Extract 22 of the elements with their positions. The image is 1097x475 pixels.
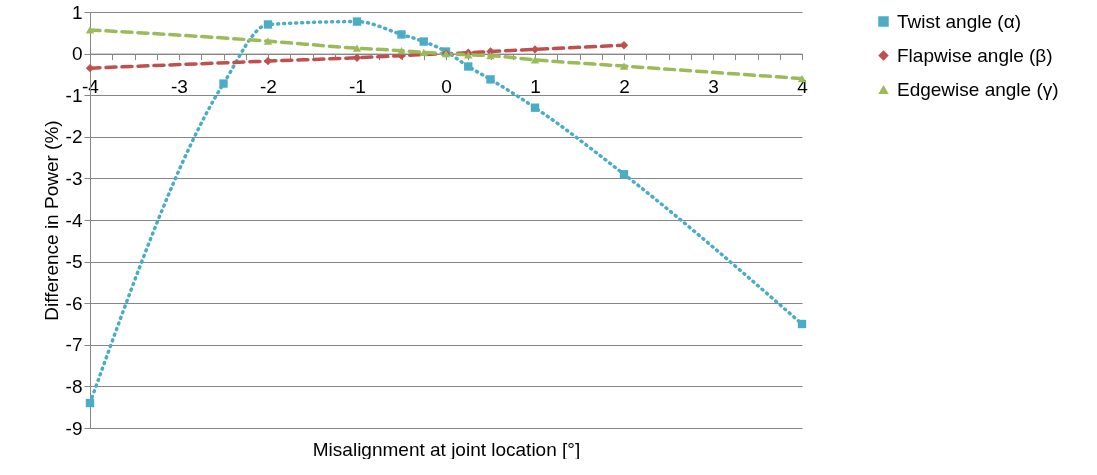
y-tick-label: 1 [71, 1, 83, 23]
legend-label: Twist angle (α) [897, 10, 1021, 32]
y-tick-label: -6 [65, 292, 83, 314]
y-tick-label: -7 [65, 334, 83, 356]
x-tick-label: -1 [349, 76, 366, 98]
x-tick-label: 2 [619, 76, 630, 98]
y-tick-label: -3 [65, 167, 83, 189]
x-tick-label: -2 [260, 76, 277, 98]
x-tick-label: -3 [171, 76, 188, 98]
legend-label: Flapwise angle (β) [897, 44, 1053, 66]
legend-label: Edgewise angle (γ) [897, 78, 1059, 100]
y-tick-label: -2 [65, 126, 83, 148]
x-tick-label: 0 [441, 76, 452, 98]
y-tick-label: -9 [65, 417, 83, 439]
x-tick-label: 3 [708, 76, 719, 98]
y-tick-label: -8 [65, 375, 83, 397]
x-axis-title: Misalignment at joint location [°] [312, 438, 581, 460]
y-tick-label: -4 [65, 209, 83, 231]
x-tick-label: 1 [530, 76, 541, 98]
y-tick-label: 0 [71, 43, 83, 65]
y-axis-title: Difference in Power (%) [40, 120, 62, 321]
y-tick-label: -5 [65, 251, 83, 273]
